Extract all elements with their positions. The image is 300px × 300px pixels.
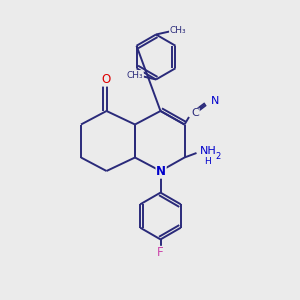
Text: N: N: [156, 165, 166, 178]
Text: CH₃: CH₃: [169, 26, 186, 35]
Text: H: H: [205, 157, 211, 166]
Text: F: F: [157, 246, 164, 260]
Text: C: C: [191, 108, 199, 118]
Text: 2: 2: [215, 152, 221, 161]
Text: N: N: [211, 95, 219, 106]
Text: O: O: [102, 73, 111, 86]
Text: CH₃: CH₃: [127, 70, 143, 80]
Text: NH: NH: [200, 146, 216, 157]
